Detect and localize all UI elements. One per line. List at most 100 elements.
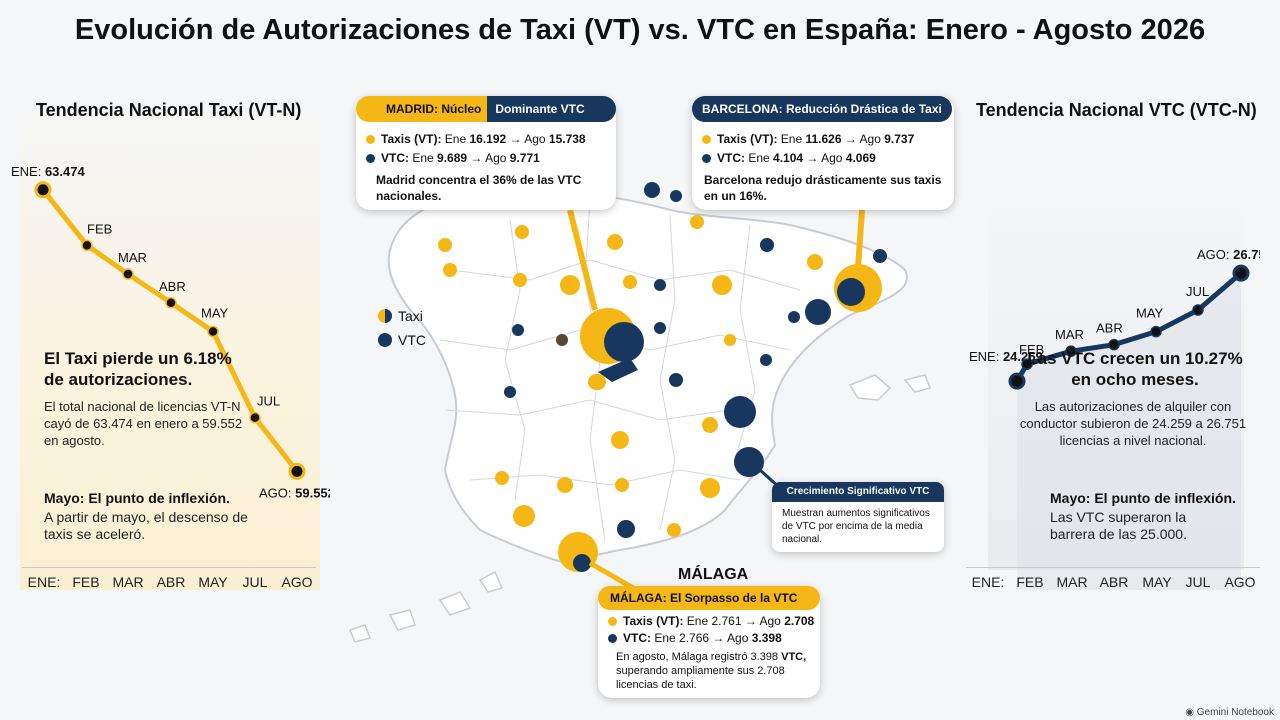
taxi-marker [513,273,527,287]
right-panel: Tendencia Nacional VTC (VTC-N) ENE: 24.2… [960,90,1280,600]
point-label: JUL [257,394,280,409]
barcelona-taxi-row: Taxis (VT): Ene 11.626 → Ago 9.737 [702,130,914,149]
vtc-headline: Las VTC crecen un 10.27% en ocho meses. [1027,349,1243,389]
taxi-marker [623,275,637,289]
vtc-axis-line [966,567,1260,568]
taxi-marker [495,471,509,485]
x-tick-label: FEB [1016,574,1043,590]
taxi-headline: El Taxi pierde un 6.18% de autorizacione… [44,349,232,389]
spain-map [348,182,931,643]
data-point [81,239,93,252]
vtc-marker [734,447,764,477]
taxi-marker [515,225,529,239]
data-point [1150,325,1162,338]
map-legend: Taxi VTC [378,308,426,354]
taxi-marker [667,523,681,537]
taxi-marker [557,477,573,493]
point-label: FEB [87,221,112,236]
footer-brand: ◉ Gemini Notebook [1185,707,1274,718]
vtc-marker [504,386,516,398]
malaga-vtc-row: VTC: Ene 2.766 → Ago 3.398 [608,629,782,648]
vtc-note-title: Mayo: El punto de inflexión. [1050,490,1236,506]
taxi-marker [443,263,457,277]
data-point [1108,338,1120,351]
taxi-marker [712,275,732,295]
data-point [122,268,134,280]
vtc-marker [644,182,660,198]
x-tick-label: MAR [112,574,143,590]
taxi-marker [513,505,535,527]
vtc-marker [556,334,568,346]
madrid-taxi-row: Taxis (VT): Ene 16.192 → Ago 15.738 [366,130,586,149]
madrid-label-part-a: MADRID: Núcleo [356,96,488,122]
vtc-summary: Las autorizaciones de alquiler con condu… [1019,399,1247,448]
x-tick-label: AGO [1224,574,1255,590]
half-circle-icon [378,309,392,323]
data-point [1021,358,1033,370]
madrid-callout: MADRID: Núcleo Dominante VTC Taxis (VT):… [356,96,616,210]
vtc-marker [670,190,682,202]
circle-icon [378,333,392,347]
barcelona-callout: BARCELONA: Reducción Drástica de Taxi Ta… [692,96,954,210]
x-tick-label: ABR [157,574,186,590]
vtc-dot-icon [366,154,375,163]
taxi-note-body: A partir de mayo, el descenso de taxis s… [44,509,248,542]
data-point [1065,345,1077,357]
taxi-summary: El total nacional de licencias VT-N cayó… [44,399,243,448]
legend-vtc: VTC [378,332,426,354]
vtc-marker [617,520,635,538]
vtc-note-body: Las VTC superaron la barrera de las 25.0… [1050,509,1187,542]
x-tick-label: JUL [1186,574,1211,590]
vtc-marker [873,249,887,263]
malaga-callout-label: MÁLAGA: El Sorpasso de la VTC [598,586,820,610]
taxi-axis-line [22,567,316,568]
point-label: ABR [159,279,186,294]
vtc-dot-icon [608,634,617,643]
point-label: AGO: 26.751 [1197,247,1260,262]
data-point [1232,264,1250,282]
vtc-marker [724,396,756,428]
x-tick-label: JUL [243,574,268,590]
left-panel-bg [20,90,320,590]
taxi-note-title: Mayo: El punto de inflexión. [44,490,230,506]
taxi-marker [700,478,720,498]
vtc-marker [512,324,524,336]
point-label: MAY [1136,306,1164,321]
vtc-marker [788,311,800,323]
point-label: MAY [201,306,229,321]
taxi-panel-title: Tendencia Nacional Taxi (VT-N) [36,100,302,120]
vtc-x-axis: ENE: FEB MAR ABR MAY JUL AGO [972,574,1256,590]
barcelona-pointer [855,209,865,269]
data-point [207,325,219,338]
point-label: MAR [118,250,147,265]
legend-taxi: Taxi [378,308,426,330]
taxi-marker [560,275,580,295]
taxi-dot-icon [608,617,617,626]
malaga-note: En agosto, Málaga registró 3.398 VTC, su… [616,651,807,691]
point-label: ENE: 63.474 [11,164,85,179]
x-tick-label: MAR [1056,574,1087,590]
crecimiento-label: Crecimiento Significativo VTC [772,482,944,502]
madrid-callout-label: MADRID: Núcleo Dominante VTC [356,96,616,122]
vtc-marker-madrid [604,322,644,362]
x-tick-label: FEB [72,574,99,590]
crecimiento-callout: Crecimiento Significativo VTC Muestran a… [772,482,944,552]
taxi-marker [607,234,623,250]
taxi-x-axis: ENE: FEB MAR ABR MAY JUL AGO [28,574,313,590]
vtc-dot-icon [702,154,711,163]
malaga-city-label: MÁLAGA [678,566,749,583]
province-markers [438,182,887,572]
x-tick-label: ENE: [28,574,61,590]
data-point [1192,304,1204,316]
point-label: ABR [1096,321,1123,336]
barcelona-note: Barcelona redujo drásticamente sus taxis… [704,173,942,203]
balearic-islands [848,374,931,401]
x-tick-label: ENE: [972,574,1005,590]
x-tick-label: MAY [1142,574,1172,590]
madrid-vtc-row: VTC: Ene 9.689 → Ago 9.771 [366,149,540,168]
canary-islands [348,570,504,643]
vtc-marker [805,299,831,325]
vtc-marker [760,238,774,252]
taxi-dot-icon [366,135,375,144]
